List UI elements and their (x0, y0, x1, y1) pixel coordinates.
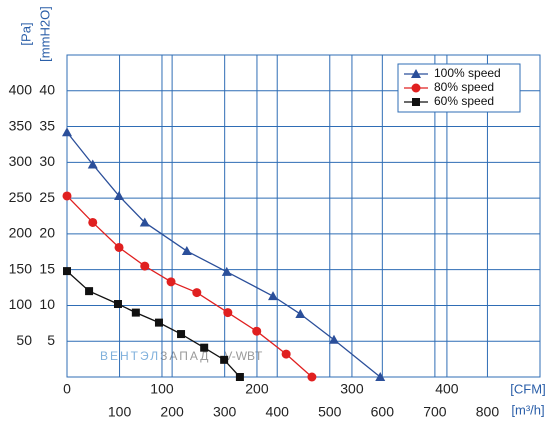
x2-tick-label: 300 (340, 381, 364, 397)
y2-tick-label: 40 (39, 81, 55, 97)
marker (307, 372, 317, 382)
x2-tick-label: 400 (435, 381, 459, 397)
marker (63, 267, 71, 276)
x-axis-label: [m³/h] (511, 402, 544, 417)
marker (192, 288, 202, 298)
x-tick-label: 400 (266, 404, 290, 420)
x2-tick-label: 0 (63, 381, 71, 397)
marker (88, 217, 98, 227)
watermark: ВЕНТЭЛЗАПАД V-WBT (100, 349, 263, 363)
x2-axis-label: [CFM] (510, 381, 545, 396)
y2-tick-label: 30 (39, 153, 55, 169)
y2-tick-label: 5 (47, 332, 55, 348)
legend-marker (411, 69, 421, 78)
marker (140, 261, 150, 271)
marker (268, 291, 279, 301)
legend-label: 80% speed (434, 80, 494, 94)
y2-tick-label: 25 (39, 189, 55, 205)
y2-tick-label: 20 (39, 225, 55, 241)
x-tick-label: 500 (318, 404, 342, 420)
marker (328, 334, 339, 344)
watermark-part: V-WBT (224, 349, 263, 363)
marker (139, 217, 150, 227)
y2-tick-label: 15 (39, 260, 55, 276)
marker (154, 318, 163, 327)
marker (114, 242, 124, 252)
legend-label: 100% speed (434, 66, 501, 80)
y-tick-label: 250 (9, 189, 33, 205)
marker (221, 266, 232, 276)
marker (281, 349, 291, 359)
marker (62, 191, 72, 201)
x-tick-label: 200 (160, 404, 184, 420)
y-tick-label: 300 (9, 153, 33, 169)
y-axis-label: [Pa] (18, 22, 33, 45)
y-tick-label: 200 (9, 225, 33, 241)
marker (62, 127, 72, 137)
series-line (66, 195, 313, 378)
y-tick-label: 50 (16, 332, 32, 348)
marker (375, 372, 386, 381)
y-tick-label: 350 (9, 117, 33, 133)
marker (295, 309, 306, 319)
x-tick-label: 800 (476, 404, 500, 420)
marker (177, 330, 186, 339)
marker (87, 159, 98, 169)
x-tick-label: 300 (213, 404, 237, 420)
marker (166, 277, 176, 287)
marker (181, 246, 192, 256)
marker (85, 287, 94, 296)
y-tick-label: 400 (9, 81, 33, 97)
marker (114, 190, 125, 200)
x-tick-label: 100 (108, 404, 132, 420)
marker (220, 355, 229, 364)
legend-label: 60% speed (434, 94, 494, 108)
x2-tick-label: 100 (150, 381, 174, 397)
y-tick-label: 100 (9, 296, 33, 312)
series-line (66, 131, 381, 378)
marker (131, 308, 140, 317)
y2-axis-label: [mmH2O] (37, 6, 52, 62)
marker (223, 308, 233, 318)
watermark-part: ВЕНТЭЛ (100, 349, 160, 363)
x-tick-label: 700 (423, 404, 447, 420)
marker (235, 373, 244, 381)
y2-tick-label: 35 (39, 117, 55, 133)
legend-marker (412, 98, 420, 106)
y-tick-label: 150 (9, 260, 33, 276)
marker (252, 326, 262, 336)
marker (113, 300, 122, 309)
y2-tick-label: 10 (39, 296, 55, 312)
x-tick-label: 600 (371, 404, 395, 420)
marker (200, 343, 209, 352)
x2-tick-label: 200 (245, 381, 269, 397)
legend-marker (411, 83, 421, 93)
